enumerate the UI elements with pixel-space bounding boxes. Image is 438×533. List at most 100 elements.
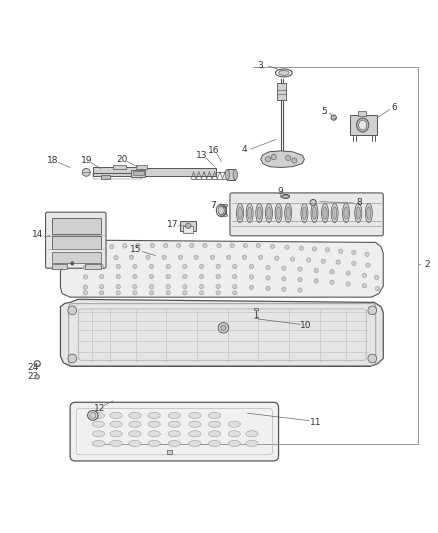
Ellipse shape — [265, 204, 272, 223]
Circle shape — [133, 290, 137, 295]
Circle shape — [282, 277, 286, 281]
Circle shape — [183, 274, 187, 279]
Circle shape — [221, 325, 226, 330]
Circle shape — [256, 243, 261, 248]
Text: 9: 9 — [277, 187, 283, 196]
Ellipse shape — [92, 413, 105, 418]
Circle shape — [183, 290, 187, 295]
Bar — [52, 264, 67, 269]
Ellipse shape — [343, 204, 350, 223]
Circle shape — [249, 275, 254, 279]
Circle shape — [99, 264, 104, 269]
Ellipse shape — [285, 204, 292, 223]
Ellipse shape — [110, 431, 122, 437]
Circle shape — [331, 115, 336, 120]
Circle shape — [183, 264, 187, 269]
Ellipse shape — [148, 413, 160, 418]
Text: 10: 10 — [300, 321, 311, 330]
Bar — [358, 111, 366, 116]
Circle shape — [336, 260, 340, 264]
Ellipse shape — [228, 431, 240, 437]
Circle shape — [362, 273, 367, 278]
Circle shape — [199, 264, 204, 269]
Circle shape — [258, 255, 263, 260]
Circle shape — [133, 285, 137, 289]
Bar — [136, 165, 147, 169]
Ellipse shape — [279, 70, 289, 75]
Circle shape — [216, 264, 220, 269]
Bar — [167, 449, 172, 454]
Bar — [93, 168, 216, 176]
Circle shape — [266, 286, 270, 290]
Circle shape — [190, 243, 194, 248]
Circle shape — [162, 255, 166, 260]
Ellipse shape — [129, 421, 141, 427]
Ellipse shape — [256, 204, 263, 223]
Circle shape — [83, 265, 88, 270]
Ellipse shape — [356, 207, 360, 219]
Circle shape — [216, 285, 220, 289]
Ellipse shape — [218, 206, 224, 215]
Bar — [254, 308, 258, 310]
Bar — [85, 264, 101, 269]
Bar — [93, 167, 142, 173]
Circle shape — [199, 285, 204, 289]
Bar — [350, 115, 377, 135]
Bar — [133, 171, 144, 175]
Circle shape — [330, 270, 334, 274]
Circle shape — [339, 249, 343, 253]
Circle shape — [146, 255, 150, 260]
Circle shape — [233, 290, 237, 295]
Circle shape — [150, 243, 155, 248]
Text: 19: 19 — [81, 156, 92, 165]
Ellipse shape — [275, 204, 282, 223]
Bar — [180, 221, 196, 231]
Circle shape — [99, 274, 104, 279]
Text: 18: 18 — [47, 156, 58, 165]
Circle shape — [346, 271, 350, 275]
Circle shape — [216, 274, 220, 279]
Text: 16: 16 — [208, 146, 219, 155]
Ellipse shape — [110, 440, 122, 447]
Circle shape — [314, 268, 318, 273]
Bar — [52, 252, 101, 263]
Ellipse shape — [90, 413, 96, 418]
Bar — [223, 206, 226, 215]
Text: 24: 24 — [27, 363, 39, 372]
Circle shape — [149, 290, 154, 295]
Polygon shape — [60, 240, 383, 297]
Circle shape — [71, 262, 74, 265]
Circle shape — [114, 255, 118, 260]
Circle shape — [368, 354, 377, 363]
Ellipse shape — [257, 207, 261, 219]
Ellipse shape — [312, 207, 317, 219]
Circle shape — [285, 245, 289, 249]
Circle shape — [375, 286, 380, 290]
Circle shape — [298, 288, 302, 292]
Circle shape — [83, 290, 88, 295]
Circle shape — [166, 285, 170, 289]
Ellipse shape — [286, 207, 290, 219]
Circle shape — [129, 255, 134, 260]
Circle shape — [123, 244, 127, 248]
Text: 20: 20 — [116, 155, 127, 164]
Ellipse shape — [323, 207, 327, 219]
Circle shape — [299, 246, 304, 251]
Circle shape — [275, 256, 279, 260]
Ellipse shape — [301, 204, 308, 223]
Circle shape — [116, 274, 120, 279]
Circle shape — [166, 274, 170, 279]
Text: 12: 12 — [94, 405, 106, 414]
Text: 14: 14 — [32, 230, 44, 239]
Circle shape — [149, 264, 154, 269]
Circle shape — [217, 243, 221, 248]
Circle shape — [352, 251, 356, 255]
Text: 3: 3 — [258, 61, 264, 69]
Bar — [227, 169, 235, 180]
Ellipse shape — [246, 204, 253, 223]
Circle shape — [133, 274, 137, 279]
Circle shape — [314, 279, 318, 283]
Ellipse shape — [168, 431, 180, 437]
Bar — [113, 165, 126, 169]
Circle shape — [218, 322, 229, 333]
